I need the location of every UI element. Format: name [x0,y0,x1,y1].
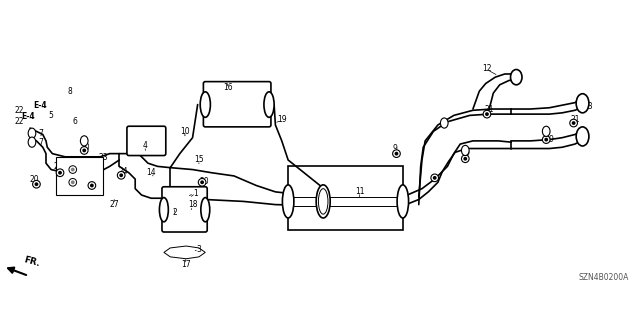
Text: 16: 16 [223,83,232,92]
Text: 14: 14 [147,168,156,177]
Circle shape [83,148,86,152]
Text: 3: 3 [196,245,202,254]
Circle shape [394,152,398,156]
Polygon shape [164,246,205,259]
Circle shape [71,180,75,184]
Circle shape [56,169,64,177]
Text: 15: 15 [194,156,204,164]
Circle shape [69,166,77,173]
Bar [288,166,403,230]
Ellipse shape [316,185,330,218]
Text: 18: 18 [188,200,197,209]
Circle shape [33,180,40,188]
Circle shape [119,173,123,177]
Circle shape [572,121,575,125]
Ellipse shape [576,127,589,146]
Text: 7: 7 [38,138,44,147]
Text: E-4: E-4 [21,112,35,121]
Text: 9: 9 [393,144,397,153]
Ellipse shape [397,185,408,218]
Circle shape [81,147,88,154]
Circle shape [35,182,38,186]
Circle shape [431,174,438,182]
Text: 21: 21 [484,105,493,114]
Text: 5: 5 [48,111,53,120]
Text: 20: 20 [199,177,209,186]
Text: 9: 9 [464,149,469,158]
Ellipse shape [542,126,550,136]
Text: 8: 8 [68,87,72,96]
Circle shape [393,150,400,157]
Circle shape [198,179,206,186]
Circle shape [485,112,489,116]
Circle shape [90,184,94,188]
Ellipse shape [264,92,274,117]
Text: 13: 13 [583,102,593,111]
Text: 22: 22 [15,107,24,116]
Bar [56,157,103,195]
Text: 1: 1 [193,188,198,198]
Ellipse shape [440,118,448,128]
Circle shape [88,182,96,189]
Text: 6: 6 [72,117,77,126]
Circle shape [58,171,62,175]
Ellipse shape [81,136,88,146]
Text: 7: 7 [38,129,44,138]
Text: 20: 20 [54,162,63,171]
Circle shape [544,138,548,141]
Text: 19: 19 [277,115,287,124]
FancyBboxPatch shape [162,187,207,232]
Text: 9: 9 [431,175,436,184]
Circle shape [433,176,436,180]
Circle shape [117,172,125,179]
Text: 2: 2 [172,208,177,217]
FancyBboxPatch shape [127,126,166,156]
Ellipse shape [201,197,210,222]
Text: 9: 9 [548,135,553,144]
Text: 12: 12 [482,64,492,73]
Text: 20: 20 [29,175,39,184]
Text: 17: 17 [181,260,191,269]
Text: E-4: E-4 [33,101,47,110]
Text: 22: 22 [15,117,24,126]
Ellipse shape [28,128,36,138]
Circle shape [542,136,550,143]
FancyBboxPatch shape [204,82,271,127]
Ellipse shape [461,145,469,156]
Text: 20: 20 [81,143,90,152]
Circle shape [71,168,75,172]
Circle shape [69,179,77,186]
Circle shape [200,180,204,184]
Circle shape [461,155,469,163]
Ellipse shape [319,189,328,214]
Circle shape [483,110,491,118]
Text: 24: 24 [119,167,129,176]
Text: SZN4B0200A: SZN4B0200A [579,273,629,282]
Text: 21: 21 [570,115,580,124]
Text: 4: 4 [142,141,147,150]
Ellipse shape [200,92,211,117]
Text: 25: 25 [87,180,97,189]
Ellipse shape [159,197,168,222]
Text: 10: 10 [180,127,189,136]
Text: 11: 11 [355,188,364,196]
Ellipse shape [576,94,589,113]
Ellipse shape [282,185,294,218]
Text: 26: 26 [82,159,92,168]
Ellipse shape [511,69,522,85]
Text: 23: 23 [99,153,108,162]
Circle shape [570,119,577,127]
Text: FR.: FR. [22,255,41,268]
Circle shape [463,157,467,161]
Ellipse shape [28,137,36,147]
Text: 27: 27 [109,200,119,209]
